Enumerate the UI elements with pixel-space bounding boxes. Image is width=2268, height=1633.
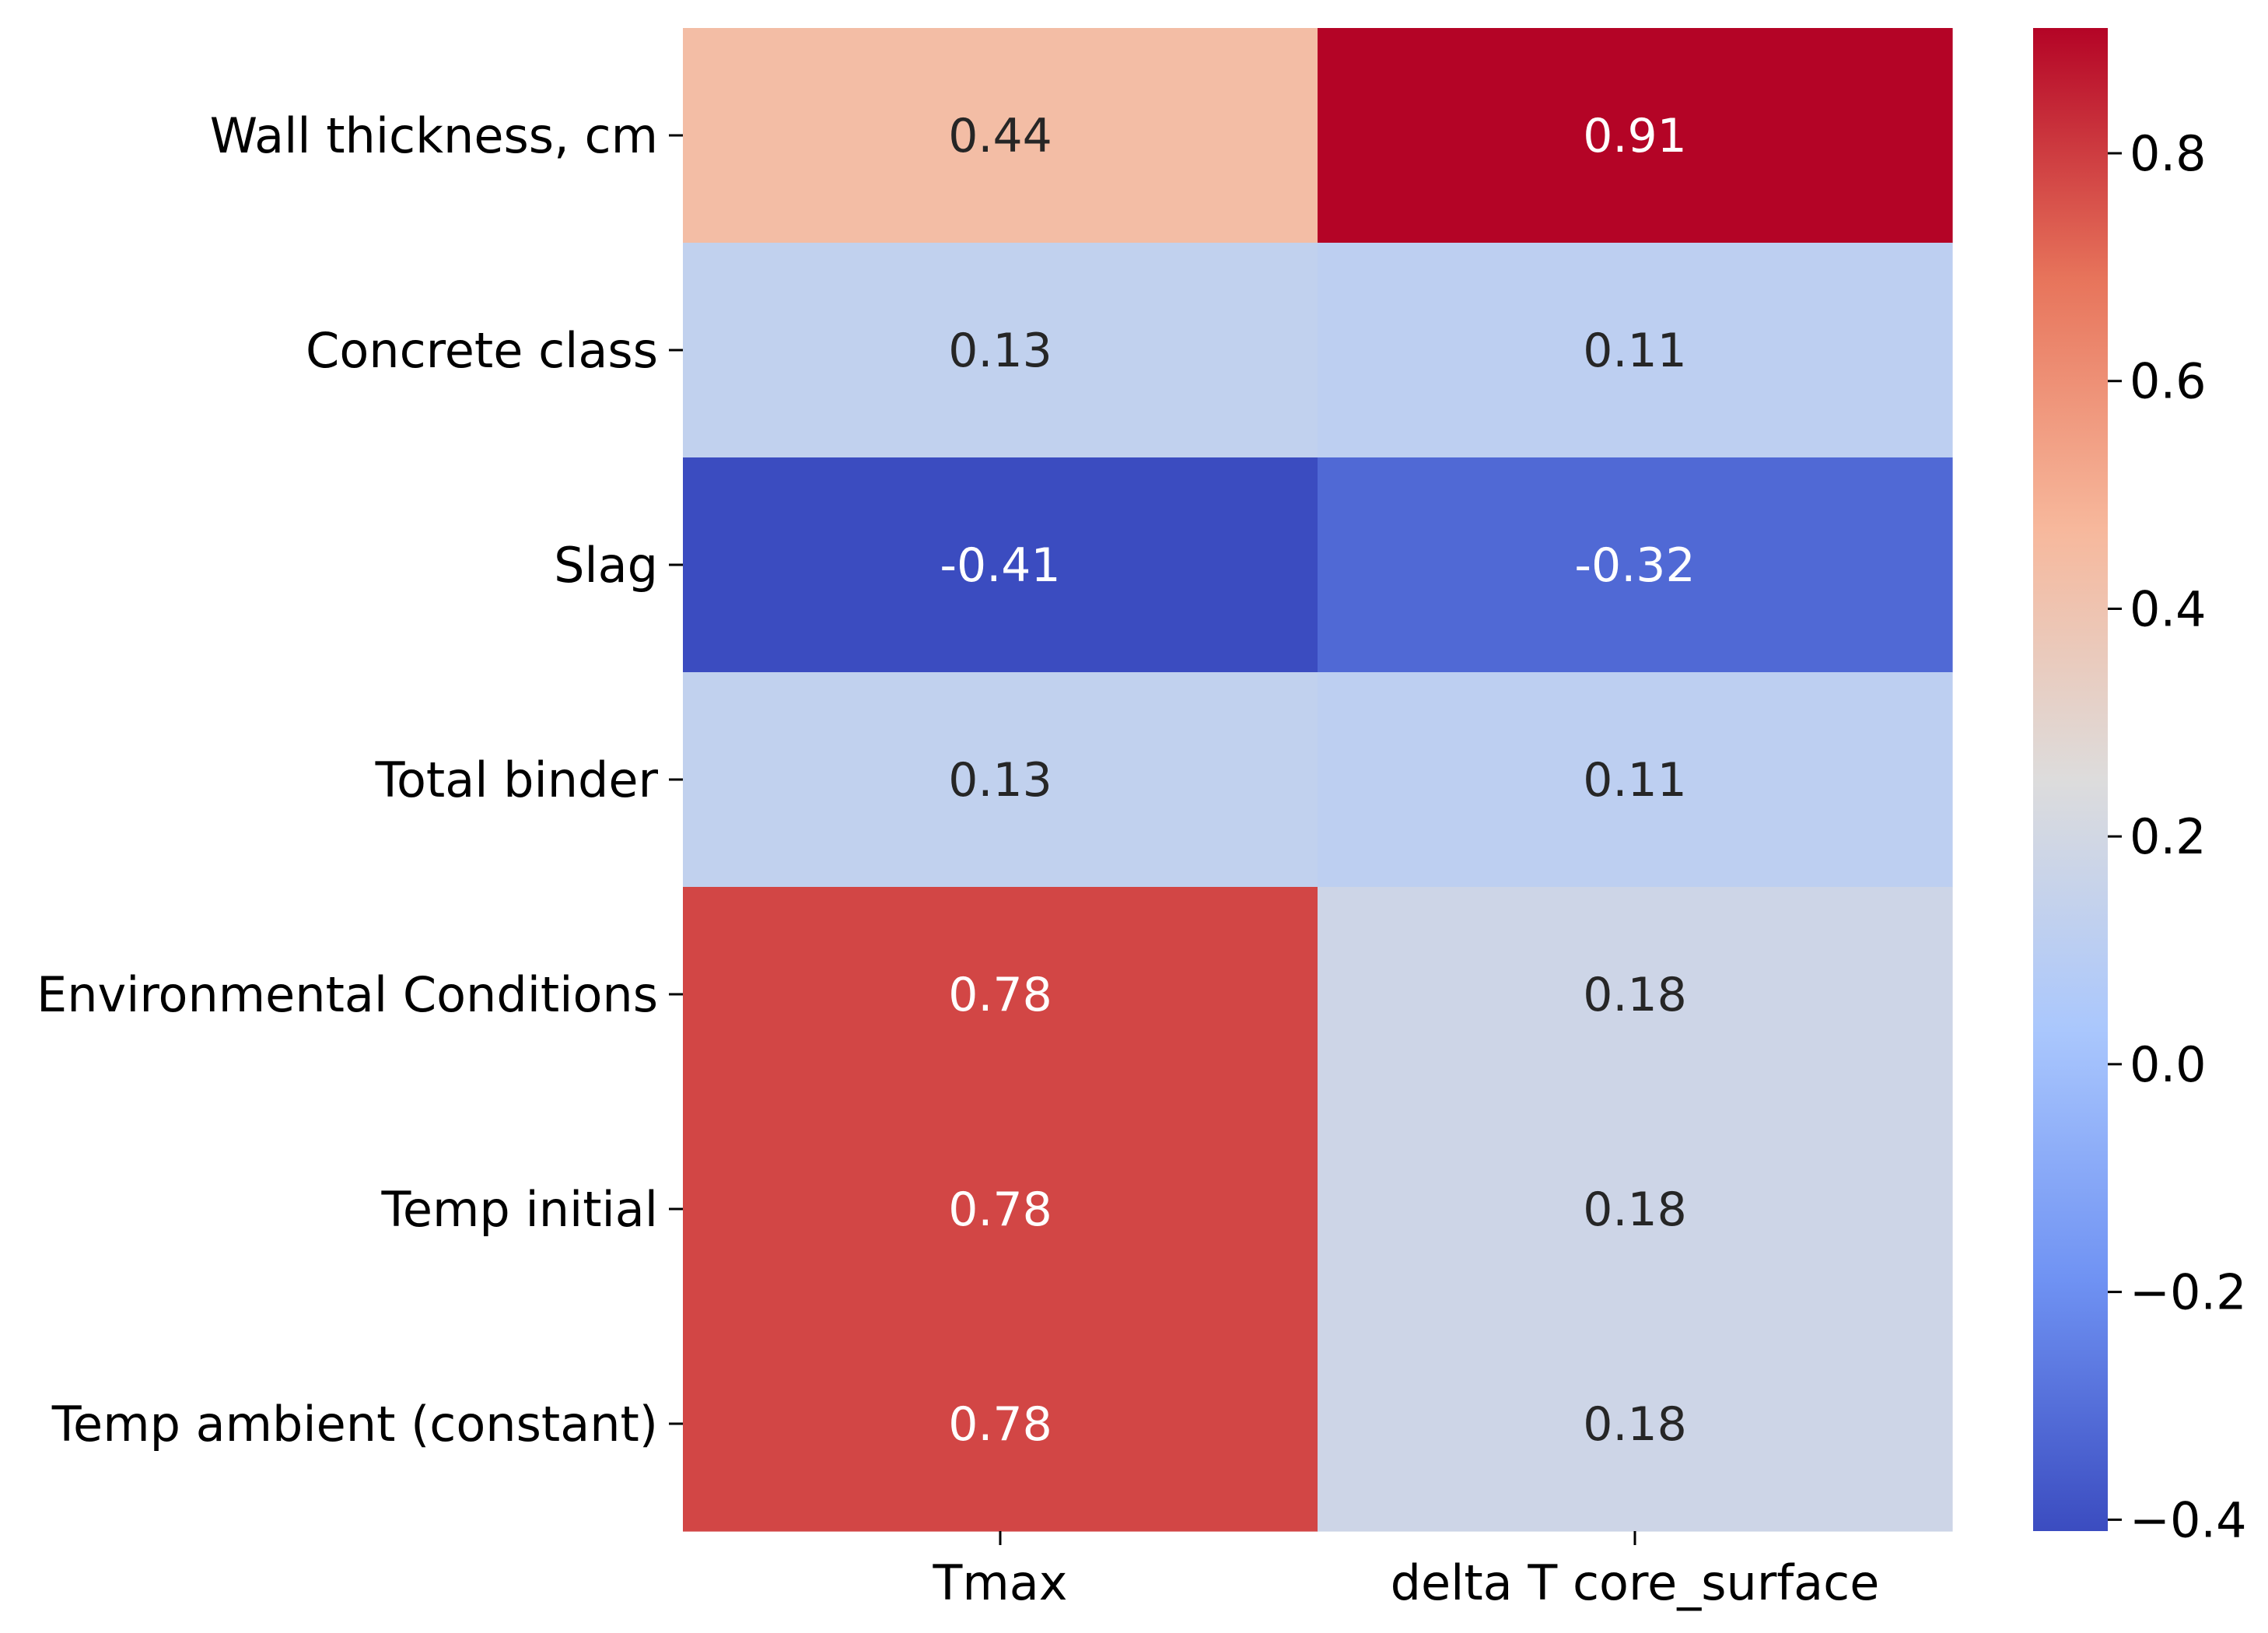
cell-value-label: 0.11 — [1583, 324, 1687, 378]
heatmap-cell-total-binder-tmax — [683, 672, 1318, 888]
cell-value-label: 0.18 — [1583, 1183, 1687, 1237]
colorbar-tick-label: 0.2 — [2130, 808, 2207, 865]
cell-value-label: -0.41 — [940, 538, 1060, 593]
heatmap-cell-total-binder-delta-t-core-surface — [1318, 672, 1953, 888]
colorbar-tick-label: −0.4 — [2130, 1491, 2247, 1548]
heatmap-cell-temp-initial-delta-t-core-surface — [1318, 1102, 1953, 1317]
cell-value-label: 0.13 — [948, 753, 1052, 808]
cell-value-label: -0.32 — [1574, 538, 1695, 593]
heatmap-cell-environmental-conditions-tmax — [683, 887, 1318, 1102]
y-tick-label-temp-initial: Temp initial — [381, 1181, 658, 1238]
heatmap-cell-environmental-conditions-delta-t-core-surface — [1318, 887, 1953, 1102]
heatmap-cell-slag-tmax — [683, 457, 1318, 673]
cell-value-label: 0.18 — [1583, 968, 1687, 1022]
heatmap-cell-concrete-class-tmax — [683, 243, 1318, 458]
y-axis: Wall thickness, cm Concrete class Slag Tota… — [37, 107, 683, 1453]
heatmap-cell-temp-initial-tmax — [683, 1102, 1318, 1317]
y-tick-label-wall-thickness-cm: Wall thickness, cm — [210, 107, 658, 164]
x-tick-label-delta-t-core-surface: delta T core_surface — [1391, 1554, 1880, 1611]
colorbar-tick-label: 0.6 — [2130, 353, 2207, 410]
cell-value-label: 0.91 — [1583, 109, 1687, 163]
colorbar-tick-label: 0.8 — [2130, 125, 2207, 182]
cell-value-label: 0.44 — [948, 109, 1052, 163]
heatmap-cell-temp-ambient-constant-tmax — [683, 1316, 1318, 1532]
heatmap-cell-slag-delta-t-core-surface — [1318, 457, 1953, 673]
heatmap-cells — [683, 28, 1953, 1532]
heatmap-cell-wall-thickness-cm-tmax — [683, 28, 1318, 244]
heatmap-cell-concrete-class-delta-t-core-surface — [1318, 243, 1953, 458]
cell-value-label: 0.18 — [1583, 1397, 1687, 1452]
y-tick-label-temp-ambient-constant: Temp ambient (constant) — [51, 1396, 658, 1453]
cell-value-label: 0.78 — [948, 1397, 1052, 1452]
heatmap-cell-wall-thickness-cm-delta-t-core-surface — [1318, 28, 1953, 244]
cell-value-label: 0.78 — [948, 968, 1052, 1022]
y-tick-label-total-binder: Total binder — [375, 752, 659, 808]
cell-value-label: 0.11 — [1583, 753, 1687, 808]
heatmap-cell-temp-ambient-constant-delta-t-core-surface — [1318, 1316, 1953, 1532]
cell-value-label: 0.13 — [948, 324, 1052, 378]
colorbar-tick-label: 0.0 — [2130, 1036, 2207, 1093]
y-tick-label-environmental-conditions: Environmental Conditions — [37, 966, 658, 1023]
heatmap-cell-labels: 0.44 0.91 0.13 0.11 -0.41 -0.32 0.13 0.11 0.78 0.… — [940, 109, 1695, 1452]
y-tick-label-slag: Slag — [554, 537, 658, 594]
y-tick-label-concrete-class: Concrete class — [306, 322, 658, 379]
colorbar: 0.8 0.6 0.4 0.2 0.0 −0.2 −0.4 — [2033, 28, 2247, 1548]
colorbar-tick-label: 0.4 — [2130, 580, 2207, 637]
colorbar-gradient — [2033, 28, 2108, 1531]
cell-value-label: 0.78 — [948, 1183, 1052, 1237]
colorbar-tick-label: −0.2 — [2130, 1264, 2247, 1321]
x-axis: Tmax delta T core_surface — [933, 1531, 1880, 1611]
x-tick-label-tmax: Tmax — [933, 1554, 1068, 1611]
